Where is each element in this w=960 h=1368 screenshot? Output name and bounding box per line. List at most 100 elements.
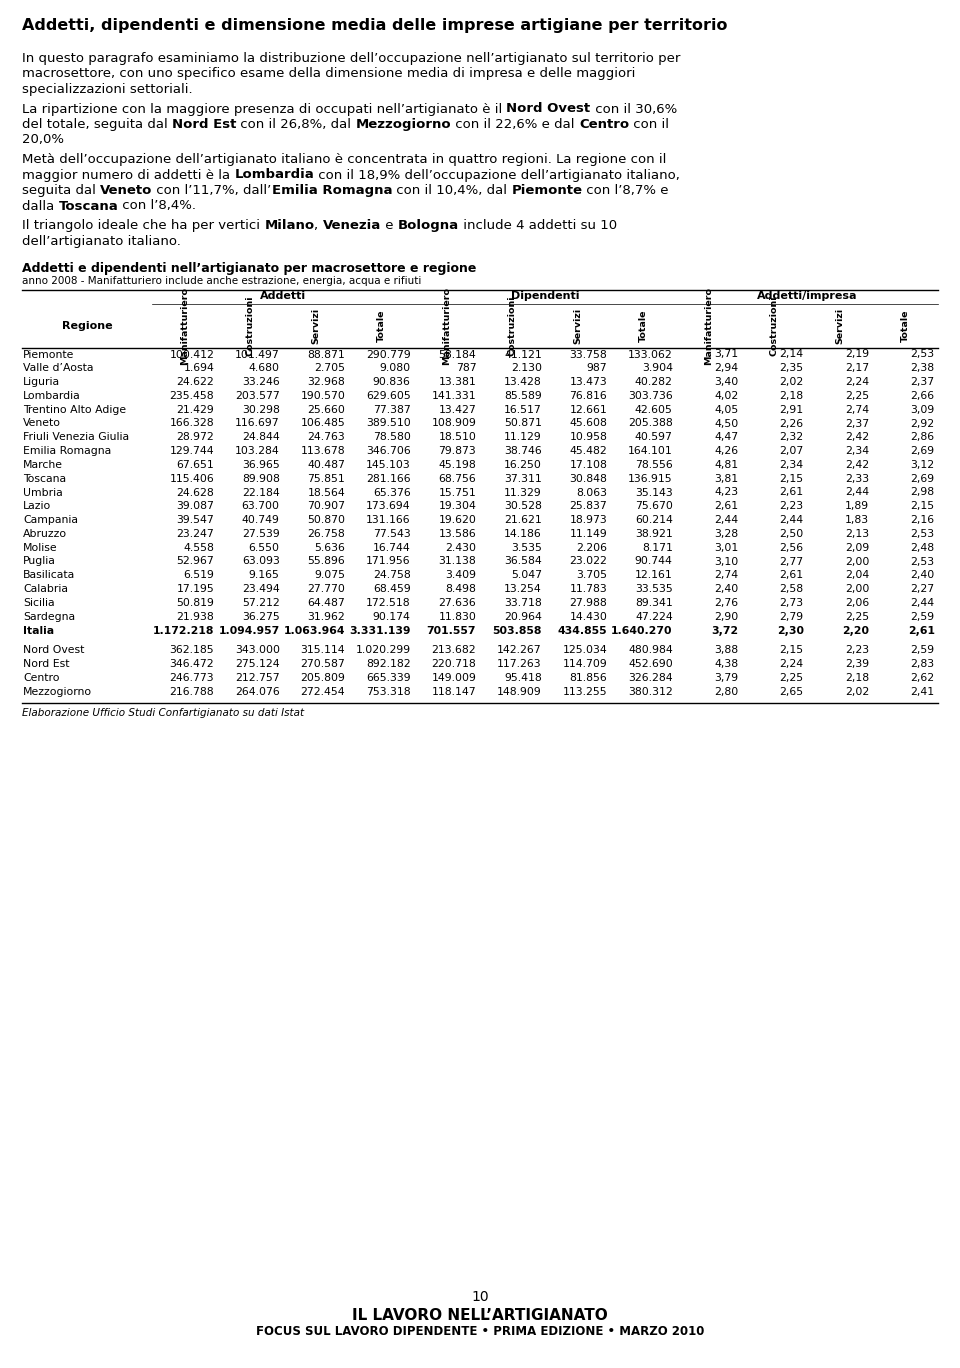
Text: 23.494: 23.494 bbox=[242, 584, 279, 594]
Text: 2,61: 2,61 bbox=[780, 487, 804, 498]
Text: Basilicata: Basilicata bbox=[23, 570, 75, 580]
Text: con l’11,7%, dall’: con l’11,7%, dall’ bbox=[153, 185, 272, 197]
Text: 58.184: 58.184 bbox=[439, 349, 476, 360]
Text: 2,79: 2,79 bbox=[780, 611, 804, 621]
Text: Mezzogiorno: Mezzogiorno bbox=[23, 687, 92, 696]
Text: 57.212: 57.212 bbox=[242, 598, 279, 607]
Text: 63.700: 63.700 bbox=[242, 501, 279, 512]
Text: 30.848: 30.848 bbox=[569, 473, 608, 484]
Text: 2,76: 2,76 bbox=[714, 598, 738, 607]
Text: 213.682: 213.682 bbox=[432, 646, 476, 655]
Text: Emilia Romagna: Emilia Romagna bbox=[23, 446, 111, 456]
Text: Costruzioni: Costruzioni bbox=[770, 295, 779, 356]
Text: 2,15: 2,15 bbox=[780, 646, 804, 655]
Text: 22.184: 22.184 bbox=[242, 487, 279, 498]
Text: con il 22,6% e dal: con il 22,6% e dal bbox=[451, 118, 579, 131]
Text: ,: , bbox=[314, 219, 323, 233]
Text: del totale, seguita dal: del totale, seguita dal bbox=[22, 118, 172, 131]
Text: 21.938: 21.938 bbox=[177, 611, 214, 621]
Text: 21.429: 21.429 bbox=[177, 405, 214, 415]
Text: 362.185: 362.185 bbox=[170, 646, 214, 655]
Text: 2,44: 2,44 bbox=[911, 598, 935, 607]
Text: 2.206: 2.206 bbox=[576, 543, 608, 553]
Text: 2,18: 2,18 bbox=[845, 673, 869, 683]
Text: Servizi: Servizi bbox=[573, 308, 583, 345]
Text: Metà dell’occupazione dell’artigianato italiano è concentrata in quattro regioni: Metà dell’occupazione dell’artigianato i… bbox=[22, 153, 666, 166]
Text: 2,83: 2,83 bbox=[911, 659, 935, 669]
Text: 629.605: 629.605 bbox=[366, 391, 411, 401]
Text: Addetti/impresa: Addetti/impresa bbox=[756, 291, 857, 301]
Text: 40.597: 40.597 bbox=[635, 432, 673, 442]
Text: 2,15: 2,15 bbox=[911, 501, 935, 512]
Text: 4,26: 4,26 bbox=[714, 446, 738, 456]
Text: Abruzzo: Abruzzo bbox=[23, 529, 67, 539]
Text: 2,24: 2,24 bbox=[845, 378, 869, 387]
Text: 434.855: 434.855 bbox=[558, 625, 608, 636]
Text: 5.636: 5.636 bbox=[314, 543, 346, 553]
Text: 2,37: 2,37 bbox=[845, 419, 869, 428]
Text: 2,90: 2,90 bbox=[714, 611, 738, 621]
Text: 2,92: 2,92 bbox=[911, 419, 935, 428]
Text: 25.837: 25.837 bbox=[569, 501, 608, 512]
Text: 16.744: 16.744 bbox=[373, 543, 411, 553]
Text: 11.149: 11.149 bbox=[569, 529, 608, 539]
Text: 18.973: 18.973 bbox=[569, 516, 608, 525]
Text: 16.517: 16.517 bbox=[504, 405, 541, 415]
Text: 753.318: 753.318 bbox=[366, 687, 411, 696]
Text: 220.718: 220.718 bbox=[431, 659, 476, 669]
Text: 173.694: 173.694 bbox=[366, 501, 411, 512]
Text: 106.485: 106.485 bbox=[300, 419, 346, 428]
Text: Regione: Regione bbox=[61, 321, 112, 331]
Text: 131.166: 131.166 bbox=[366, 516, 411, 525]
Text: 4.558: 4.558 bbox=[183, 543, 214, 553]
Text: 275.124: 275.124 bbox=[235, 659, 279, 669]
Text: 4,47: 4,47 bbox=[714, 432, 738, 442]
Text: 2,66: 2,66 bbox=[911, 391, 935, 401]
Text: 18.564: 18.564 bbox=[307, 487, 346, 498]
Text: 13.427: 13.427 bbox=[439, 405, 476, 415]
Text: 3.705: 3.705 bbox=[576, 570, 608, 580]
Text: 2,02: 2,02 bbox=[780, 378, 804, 387]
Text: 1.094.957: 1.094.957 bbox=[219, 625, 279, 636]
Text: 665.339: 665.339 bbox=[366, 673, 411, 683]
Text: 3.535: 3.535 bbox=[511, 543, 541, 553]
Text: Calabria: Calabria bbox=[23, 584, 68, 594]
Text: 2,59: 2,59 bbox=[911, 646, 935, 655]
Text: 2,23: 2,23 bbox=[845, 646, 869, 655]
Text: 2,07: 2,07 bbox=[780, 446, 804, 456]
Text: 24.758: 24.758 bbox=[373, 570, 411, 580]
Text: 25.660: 25.660 bbox=[307, 405, 346, 415]
Text: 64.487: 64.487 bbox=[307, 598, 346, 607]
Text: 39.087: 39.087 bbox=[177, 501, 214, 512]
Text: 77.387: 77.387 bbox=[373, 405, 411, 415]
Text: 892.182: 892.182 bbox=[366, 659, 411, 669]
Text: 9.165: 9.165 bbox=[249, 570, 279, 580]
Text: 6.519: 6.519 bbox=[183, 570, 214, 580]
Text: 27.539: 27.539 bbox=[242, 529, 279, 539]
Text: 23.247: 23.247 bbox=[177, 529, 214, 539]
Text: Centro: Centro bbox=[23, 673, 60, 683]
Text: 1.640.270: 1.640.270 bbox=[612, 625, 673, 636]
Text: 12.161: 12.161 bbox=[635, 570, 673, 580]
Text: 2,50: 2,50 bbox=[780, 529, 804, 539]
Text: include 4 addetti su 10: include 4 addetti su 10 bbox=[459, 219, 617, 233]
Text: 343.000: 343.000 bbox=[235, 646, 279, 655]
Text: 24.844: 24.844 bbox=[242, 432, 279, 442]
Text: 2,56: 2,56 bbox=[780, 543, 804, 553]
Text: 33.758: 33.758 bbox=[569, 349, 608, 360]
Text: con il 18,9% dell’occupazione dell’artigianato italiano,: con il 18,9% dell’occupazione dell’artig… bbox=[314, 168, 680, 182]
Text: 15.751: 15.751 bbox=[439, 487, 476, 498]
Text: 63.093: 63.093 bbox=[242, 557, 279, 566]
Text: 89.341: 89.341 bbox=[635, 598, 673, 607]
Text: 18.510: 18.510 bbox=[439, 432, 476, 442]
Text: 212.757: 212.757 bbox=[235, 673, 279, 683]
Text: 2,14: 2,14 bbox=[780, 349, 804, 360]
Text: 2,42: 2,42 bbox=[845, 460, 869, 469]
Text: 8.063: 8.063 bbox=[576, 487, 608, 498]
Text: e: e bbox=[381, 219, 397, 233]
Text: 272.454: 272.454 bbox=[300, 687, 346, 696]
Text: Milano: Milano bbox=[264, 219, 314, 233]
Text: 2,53: 2,53 bbox=[911, 349, 935, 360]
Text: 36.584: 36.584 bbox=[504, 557, 541, 566]
Text: Nord Ovest: Nord Ovest bbox=[23, 646, 84, 655]
